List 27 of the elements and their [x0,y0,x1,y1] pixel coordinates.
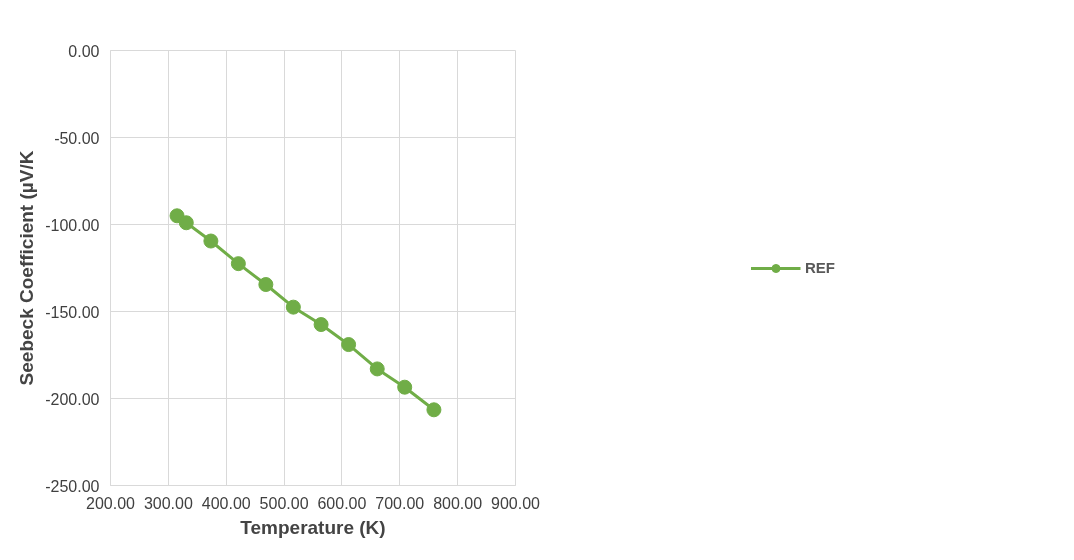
point [203,233,219,249]
y-tick-label: -150.00 [45,303,100,321]
x-tick-label: 500.00 [259,494,309,512]
legend-label: REF [805,259,835,276]
point [258,277,274,293]
x-tick-label: 800.00 [433,494,483,512]
x-tick-label: 700.00 [375,494,425,512]
point [369,361,385,377]
point [230,256,246,272]
x-tick-label: 400.00 [201,494,251,512]
y-tick-label: 0.00 [68,42,100,60]
x-tick-label: 300.00 [143,494,193,512]
point [397,379,413,395]
y-tick-label: -50.00 [54,129,100,147]
x-axis-title: Temperature (K) [240,516,386,538]
y-tick-label: -100.00 [45,216,100,234]
point [313,317,329,333]
point [341,337,357,353]
x-tick-label: 600.00 [317,494,367,512]
point [426,402,442,418]
y-tick-label: -250.00 [45,477,100,495]
point [285,299,301,315]
x-tick-label: 900.00 [491,494,541,512]
y-axis-title: Seebeck Coefficient (µV/K [16,150,38,386]
point [178,215,194,231]
x-tick-label: 200.00 [86,494,136,512]
y-tick-label: -200.00 [45,390,100,408]
